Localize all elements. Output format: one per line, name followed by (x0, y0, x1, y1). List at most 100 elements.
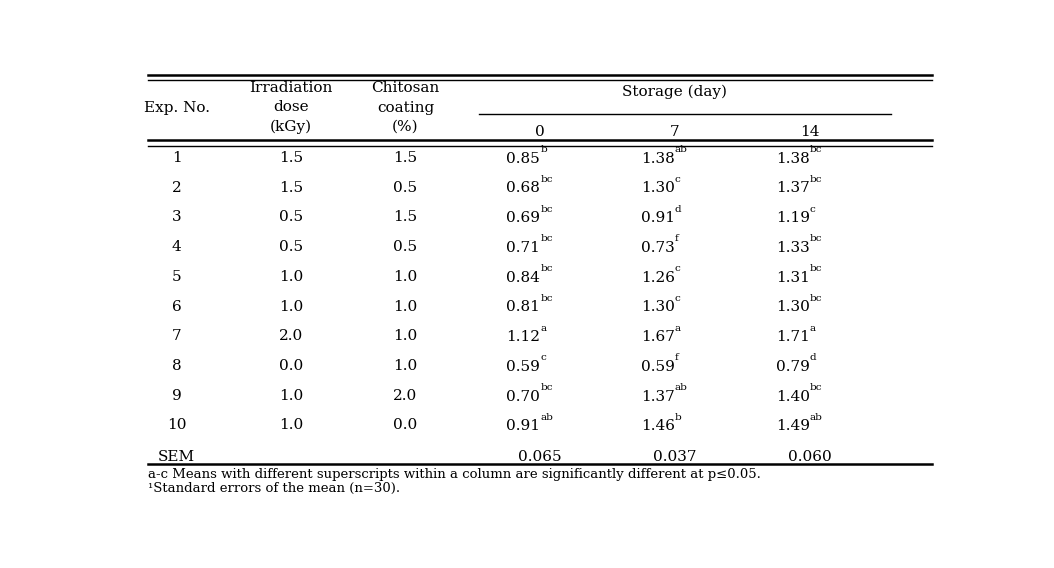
Text: 1.38: 1.38 (641, 152, 675, 166)
Text: a: a (809, 324, 816, 333)
Text: c: c (675, 294, 681, 303)
Text: 1.30: 1.30 (641, 181, 675, 195)
Text: 1.37: 1.37 (776, 181, 809, 195)
Text: 1.67: 1.67 (641, 330, 675, 344)
Text: bc: bc (540, 204, 552, 214)
Text: 2.0: 2.0 (279, 329, 304, 343)
Text: 14: 14 (800, 124, 820, 139)
Text: 0.5: 0.5 (279, 210, 304, 224)
Text: 1.33: 1.33 (776, 241, 809, 255)
Text: bc: bc (540, 383, 552, 392)
Text: ab: ab (809, 413, 822, 422)
Text: 1.0: 1.0 (279, 419, 304, 432)
Text: 0.85: 0.85 (506, 152, 540, 166)
Text: 0.0: 0.0 (279, 359, 304, 373)
Text: bc: bc (809, 294, 822, 303)
Text: d: d (809, 353, 817, 362)
Text: 1.37: 1.37 (641, 390, 675, 403)
Text: bc: bc (540, 175, 552, 184)
Text: Exp. No.: Exp. No. (143, 101, 210, 115)
Text: 1.5: 1.5 (279, 181, 304, 195)
Text: a: a (540, 324, 546, 333)
Text: 0.91: 0.91 (641, 211, 675, 225)
Text: Storage (day): Storage (day) (623, 85, 727, 99)
Text: 1.30: 1.30 (641, 300, 675, 314)
Text: 0.037: 0.037 (653, 449, 697, 463)
Text: 0.5: 0.5 (279, 240, 304, 254)
Text: c: c (675, 175, 681, 184)
Text: 0.68: 0.68 (506, 181, 540, 195)
Text: 1.0: 1.0 (279, 389, 304, 403)
Text: 1.38: 1.38 (776, 152, 809, 166)
Text: 1.12: 1.12 (506, 330, 540, 344)
Text: f: f (675, 353, 679, 362)
Text: 1.40: 1.40 (776, 390, 809, 403)
Text: b: b (675, 413, 682, 422)
Text: 0.060: 0.060 (787, 449, 832, 463)
Text: 1.0: 1.0 (279, 270, 304, 284)
Text: 1.46: 1.46 (641, 419, 675, 433)
Text: bc: bc (540, 235, 552, 243)
Text: 2: 2 (172, 181, 181, 195)
Text: 0.71: 0.71 (506, 241, 540, 255)
Text: f: f (675, 235, 679, 243)
Text: bc: bc (540, 264, 552, 273)
Text: 1.5: 1.5 (393, 151, 417, 165)
Text: 0.84: 0.84 (506, 270, 540, 285)
Text: c: c (675, 264, 681, 273)
Text: bc: bc (809, 175, 822, 184)
Text: 0.73: 0.73 (641, 241, 675, 255)
Text: a-c Means with different superscripts within a column are significantly differen: a-c Means with different superscripts wi… (148, 467, 761, 481)
Text: 3: 3 (172, 210, 181, 224)
Text: ab: ab (675, 383, 688, 392)
Text: 10: 10 (167, 419, 187, 432)
Text: 8: 8 (172, 359, 181, 373)
Text: 9: 9 (172, 389, 181, 403)
Text: 4: 4 (172, 240, 181, 254)
Text: SEM: SEM (158, 449, 195, 463)
Text: a: a (675, 324, 681, 333)
Text: 0.0: 0.0 (393, 419, 417, 432)
Text: 1.0: 1.0 (393, 299, 417, 314)
Text: 6: 6 (172, 299, 181, 314)
Text: 1.0: 1.0 (393, 329, 417, 343)
Text: 2.0: 2.0 (393, 389, 417, 403)
Text: 1.26: 1.26 (641, 270, 675, 285)
Text: 1.5: 1.5 (393, 210, 417, 224)
Text: ab: ab (675, 145, 688, 154)
Text: 1.0: 1.0 (279, 299, 304, 314)
Text: 1.71: 1.71 (776, 330, 809, 344)
Text: bc: bc (809, 235, 822, 243)
Text: 0: 0 (535, 124, 545, 139)
Text: bc: bc (809, 145, 822, 154)
Text: 1.19: 1.19 (776, 211, 809, 225)
Text: 1.5: 1.5 (279, 151, 304, 165)
Text: 1.31: 1.31 (776, 270, 809, 285)
Text: 1.0: 1.0 (393, 359, 417, 373)
Text: 0.59: 0.59 (506, 360, 540, 374)
Text: 1.0: 1.0 (393, 270, 417, 284)
Text: Irradiation
dose
(kGy): Irradiation dose (kGy) (250, 81, 333, 134)
Text: c: c (540, 353, 546, 362)
Text: 0.79: 0.79 (776, 360, 809, 374)
Text: 0.70: 0.70 (506, 390, 540, 403)
Text: 0.59: 0.59 (641, 360, 675, 374)
Text: ab: ab (540, 413, 553, 422)
Text: 0.69: 0.69 (506, 211, 540, 225)
Text: bc: bc (809, 383, 822, 392)
Text: 1.30: 1.30 (776, 300, 809, 314)
Text: bc: bc (540, 294, 552, 303)
Text: 1.49: 1.49 (776, 419, 809, 433)
Text: 0.81: 0.81 (506, 300, 540, 314)
Text: 0.065: 0.065 (519, 449, 562, 463)
Text: 5: 5 (172, 270, 181, 284)
Text: 1: 1 (172, 151, 181, 165)
Text: d: d (675, 204, 682, 214)
Text: 7: 7 (172, 329, 181, 343)
Text: Chitosan
coating
(%): Chitosan coating (%) (371, 81, 440, 134)
Text: 0.5: 0.5 (393, 181, 417, 195)
Text: 0.91: 0.91 (506, 419, 540, 433)
Text: b: b (540, 145, 547, 154)
Text: bc: bc (809, 264, 822, 273)
Text: 0.5: 0.5 (393, 240, 417, 254)
